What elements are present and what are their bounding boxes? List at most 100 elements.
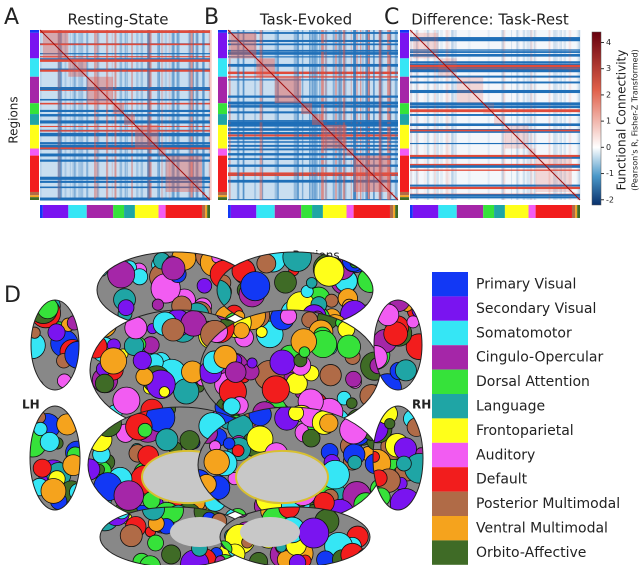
parcel (306, 277, 317, 288)
parcel (197, 279, 212, 294)
matrix-stripe (40, 199, 210, 200)
matrix-stripe (516, 30, 518, 200)
network-strip (30, 192, 39, 195)
network-strip (218, 156, 227, 192)
legend-label: Somatomotor (476, 325, 572, 341)
network-strip (231, 205, 256, 218)
colorbar-tick-label: 1 (606, 117, 611, 126)
parcel (385, 418, 395, 428)
network-strip (575, 205, 577, 218)
network-strip (301, 205, 312, 218)
parcel (396, 456, 411, 471)
matrix-stripe (40, 89, 210, 90)
matrix-stripe (294, 30, 297, 200)
parcel (407, 418, 426, 437)
network-strip (494, 205, 505, 218)
colorbar-tick-label: 3 (606, 64, 611, 73)
matrix-stripe (40, 142, 210, 144)
parcel (105, 556, 118, 565)
network-strip (159, 205, 166, 218)
network-strip (124, 205, 135, 218)
parcel (93, 321, 105, 333)
matrix-stripe (410, 65, 580, 68)
network-strip (207, 205, 210, 218)
network-strip (30, 195, 39, 197)
parcel (156, 429, 178, 451)
network-strip (218, 125, 227, 149)
parcel (270, 350, 295, 375)
matrix-stripe (410, 131, 580, 132)
legend: Primary VisualSecondary VisualSomatomoto… (432, 272, 620, 565)
matrix-stripe (339, 30, 340, 200)
parcel (138, 423, 152, 437)
legend-label: Posterior Multimodal (476, 496, 620, 512)
parcel (262, 376, 289, 403)
matrix-stripe (410, 194, 580, 197)
network-strip (395, 205, 398, 218)
parcel (120, 525, 142, 547)
parcel (247, 358, 257, 368)
parcel (91, 306, 107, 322)
legend-label: Primary Visual (476, 277, 576, 293)
matrix-stripe (40, 69, 210, 70)
network-strip (68, 205, 86, 218)
matrix-stripe (523, 30, 525, 200)
parcel (40, 432, 59, 451)
network-strip (400, 30, 409, 33)
parcel (341, 543, 364, 565)
matrix-stripe (410, 90, 580, 93)
matrix-stripe (410, 82, 580, 84)
network-strip (400, 156, 409, 192)
brain-view (19, 295, 92, 392)
parcel (162, 319, 185, 342)
matrix-stripe (410, 111, 580, 113)
parcel (152, 299, 163, 310)
network-strip (312, 205, 323, 218)
parcel (232, 445, 244, 457)
panel-letter: B (204, 5, 219, 30)
network-strip (30, 58, 39, 76)
matrices (30, 30, 580, 218)
colorbar-tick-label: -1 (606, 169, 614, 178)
parcel (204, 449, 229, 474)
colorbar-tick-label: 2 (606, 90, 611, 99)
parcel (395, 360, 416, 381)
network-strip (413, 205, 439, 218)
matrix-stripe (40, 130, 210, 131)
matrix-stripe (275, 30, 277, 200)
parcel (63, 455, 84, 476)
parcel (234, 323, 250, 339)
network-strip (113, 205, 124, 218)
network-strip (218, 114, 227, 125)
network-strip (30, 114, 39, 125)
matrix-stripe (229, 30, 231, 200)
network-strip (218, 77, 227, 103)
network-strip (536, 205, 572, 218)
network-strip (400, 195, 409, 197)
parcel (372, 488, 391, 507)
network-strip (400, 103, 409, 114)
network-strip (202, 205, 205, 218)
network-strip (30, 77, 39, 103)
legend-swatch (432, 370, 468, 394)
legend-label: Language (476, 399, 545, 415)
parcel (90, 411, 108, 429)
matrix-stripe (335, 30, 336, 200)
colorbar-tick-label: 0 (606, 143, 611, 152)
parcel (136, 368, 153, 385)
parcel (89, 547, 111, 565)
network-strip (218, 197, 227, 200)
legend-swatch (432, 418, 468, 442)
colorbar-tick-label: 4 (606, 38, 611, 47)
parcel (320, 414, 338, 432)
matrix-stripe (410, 30, 412, 200)
parcel (113, 387, 140, 414)
colorbar (592, 32, 601, 205)
network-strip (40, 205, 43, 218)
parcel (337, 335, 360, 358)
matrix-stripe (333, 30, 334, 200)
parcel (346, 398, 357, 409)
panel-letter: A (4, 5, 19, 30)
network-strip (43, 205, 68, 218)
legend-label: Auditory (476, 447, 535, 463)
